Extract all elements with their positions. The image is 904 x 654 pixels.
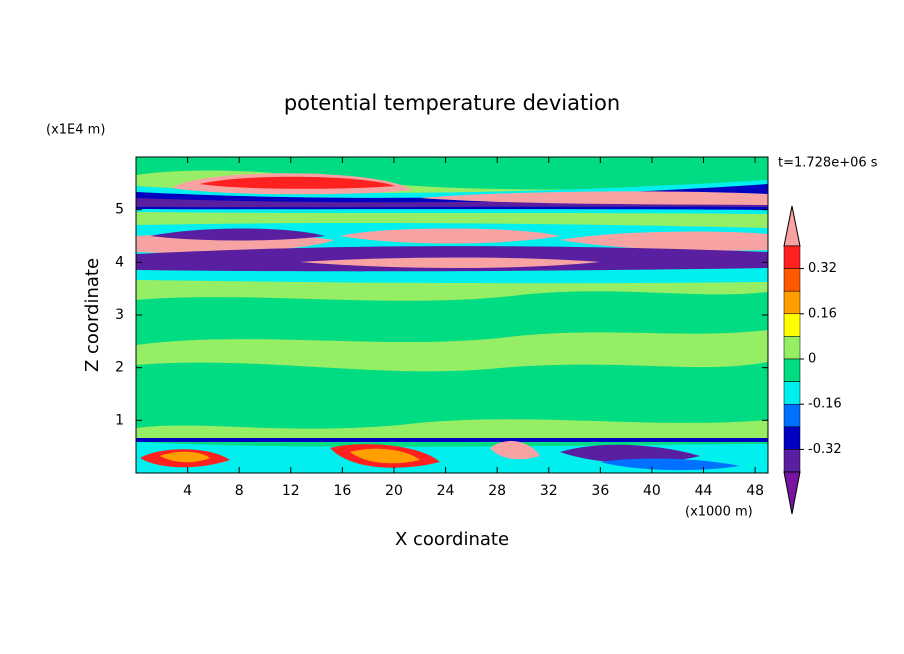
- x-tick-label: 20: [385, 483, 403, 499]
- contour-region: [420, 191, 768, 205]
- contour-region: [600, 458, 740, 471]
- contour-field: [136, 157, 768, 473]
- x-tick-label: 24: [437, 483, 455, 499]
- colorbar-label: 0: [808, 352, 816, 367]
- contour-region: [136, 438, 768, 442]
- contour-region: [350, 448, 420, 464]
- contour-region: [150, 228, 325, 241]
- y-tick-label: 5: [115, 202, 124, 218]
- contour-region: [300, 257, 600, 268]
- colorbar-segment: [783, 268, 801, 292]
- colorbar-segment: [783, 449, 801, 473]
- x-axis-label: X coordinate: [395, 529, 509, 550]
- colorbar-segment: [783, 313, 801, 337]
- contour-region: [560, 444, 700, 464]
- y-unit: (x1E4 m): [46, 123, 105, 138]
- colorbar-segment: [783, 403, 801, 428]
- colorbar-segment: [783, 381, 801, 405]
- contour-region: [160, 451, 210, 463]
- x-tick-label: 8: [235, 483, 244, 499]
- y-tick-label: 3: [115, 307, 124, 323]
- colorbar-segment: [783, 290, 801, 315]
- x-unit: (x1000 m): [685, 505, 753, 520]
- x-tick-label: 36: [591, 483, 609, 499]
- contour-region: [200, 176, 395, 189]
- contour-region: [136, 362, 768, 429]
- contour-region: [340, 228, 560, 244]
- x-tick-label: 40: [643, 483, 661, 499]
- time-label: t=1.728e+06 s: [778, 156, 878, 171]
- chart-title: potential temperature deviation: [284, 91, 620, 115]
- x-tick-label: 12: [282, 483, 300, 499]
- contour-region: [560, 231, 768, 251]
- x-tick-label: 16: [333, 483, 351, 499]
- colorbar-label: -0.32: [808, 442, 842, 457]
- colorbar-label: 0.32: [808, 261, 837, 276]
- colorbar-segment: [783, 336, 801, 360]
- contour-region: [490, 441, 540, 460]
- y-tick-label: 2: [115, 360, 124, 376]
- colorbar-label: 0.16: [808, 306, 837, 321]
- x-tick-label: 44: [695, 483, 713, 499]
- colorbar-segment: [783, 358, 801, 382]
- colorbar-label: -0.16: [808, 397, 842, 412]
- y-tick-label: 4: [115, 254, 124, 270]
- y-tick-label: 1: [115, 412, 124, 428]
- x-tick-label: 32: [540, 483, 558, 499]
- colorbar-segment: [783, 245, 801, 269]
- y-axis-label: Z coordinate: [82, 258, 103, 372]
- contour-region: [136, 291, 768, 345]
- colorbar-segment: [783, 426, 801, 450]
- contour-region: [136, 196, 768, 208]
- colorbar-cap: [783, 205, 801, 247]
- colorbar-cap: [783, 471, 801, 515]
- x-tick-label: 4: [183, 483, 192, 499]
- x-tick-label: 48: [746, 483, 764, 499]
- x-tick-label: 28: [488, 483, 506, 499]
- contour-region: [136, 157, 768, 190]
